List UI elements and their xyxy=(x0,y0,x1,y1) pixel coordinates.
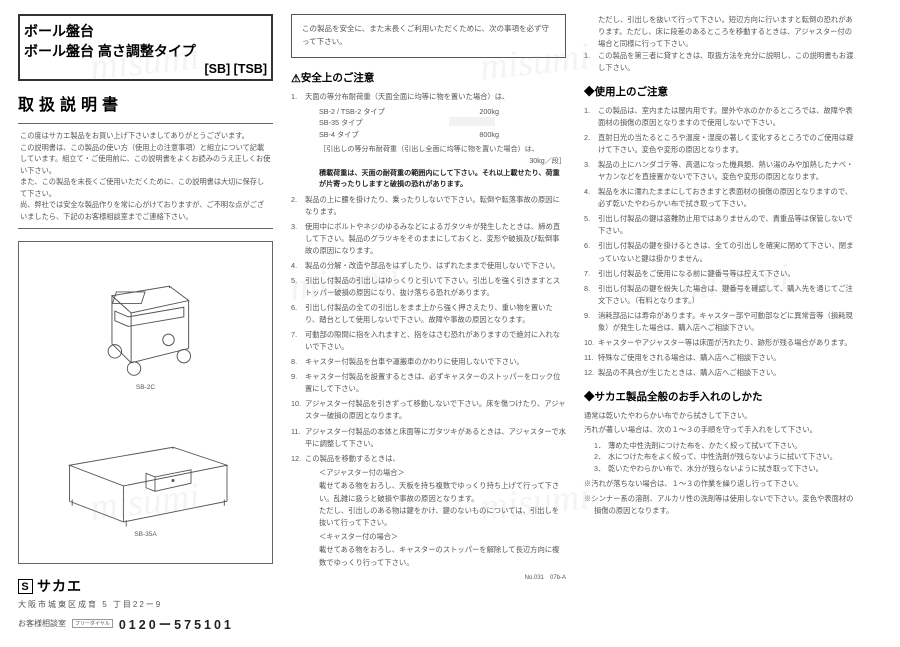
contact-label: お客様相談室 xyxy=(18,618,66,629)
figure-sb2c xyxy=(88,267,203,382)
freedial-label: フリーダイヤル xyxy=(72,619,113,628)
safety-list-cont: この製品を第三者に貸すときは、取扱方法を充分に説明し、この説明書もお渡し下さい。 xyxy=(584,50,859,74)
usage-list: この製品は、室内または屋内用です。屋外や水のかかるところでは、故障や表面材の損傷… xyxy=(584,105,859,379)
usage-item: 引出し付製品の鍵は盗難防止用ではありませんので、貴重品等は保管しないで下さい。 xyxy=(584,213,859,237)
usage-item: 製品の不具合が生じたときは、購入店へご相談下さい。 xyxy=(584,367,859,379)
title-models: [SB] [TSB] xyxy=(24,62,267,76)
doc-number: No.031 07b-A xyxy=(291,572,566,581)
heading-safety: ⚠安全上のご注意 xyxy=(291,70,566,85)
brand-name: Sサカエ xyxy=(18,576,273,596)
usage-item: 直射日光の当たるところや温度・湿度の著しく変化するところでのご使用は避けて下さい… xyxy=(584,132,859,156)
safety-item: 使用中にボルトやネジのゆるみなどによるガタツキが発生したときは、締め直して下さい… xyxy=(291,221,566,257)
usage-item: 製品の上にハンダゴテ等、高温になった機具類、熱い湯のみや加熱したナベ・ヤカンなど… xyxy=(584,159,859,183)
usage-item: 引出し付製品をご使用になる前に鍵番号等は控えて下さい。 xyxy=(584,268,859,280)
safety-item: 引出し付製品の全ての引出しをまま上から強く押さえたり、重い物を置いたり、踏台とし… xyxy=(291,302,566,326)
safety-item: アジャスター付製品の本体と床面等にガタツキがあるときは、アジャスターで水平に調整… xyxy=(291,426,566,450)
usage-item: この製品は、室内または屋内用です。屋外や水のかかるところでは、故障や表面材の損傷… xyxy=(584,105,859,129)
figure-2-label: SB-35A xyxy=(56,531,236,538)
usage-item: キャスターやアジャスター等は床面が汚れたり、跡形が残る場合があります。 xyxy=(584,337,859,349)
usage-item: 製品を水に濡れたままにしておきますと表面材の損傷の原因となりますので、必ず乾いた… xyxy=(584,186,859,210)
maker-address: 大阪市城東区成育 5 丁目22ー9 xyxy=(18,599,273,610)
safety-item: アジャスター付製品を引きずって移動しないで下さい。床を傷つけたり、アジャスター破… xyxy=(291,398,566,422)
product-title-box: ボール盤台 ボール盤台 高さ調整タイプ [SB] [TSB] xyxy=(18,14,273,81)
usage-item: 消耗部品には寿命があります。キャスター部や可動部などに異常音等（損耗現象）が発生… xyxy=(584,310,859,334)
maintenance-steps: 薄めた中性洗剤につけた布を、かたく絞って拭いて下さい。 水につけた布をよく絞って… xyxy=(594,440,859,476)
contact-line: お客様相談室 フリーダイヤル 0120ー575101 xyxy=(18,614,273,633)
middle-column: この製品を安全に、また末長くご利用いただくために、次の事項を必ず守って下さい。 … xyxy=(291,14,566,633)
phone-number: 0120ー575101 xyxy=(119,614,234,633)
heading-usage: ◆使用上のご注意 xyxy=(584,84,859,99)
intro-text: この度はサカエ製品をお買い上げ下さいましてありがとうございます。 この説明書は、… xyxy=(18,123,273,229)
maintenance-body: 通常は乾いたやわらかい布でから拭きして下さい。 汚れが著しい場合は、次の１～３の… xyxy=(584,410,859,518)
load-table: SB-2 / TSB-2 タイプ200kg SB-35 タイプ SB-4 タイプ… xyxy=(319,106,566,142)
manual-heading: 取扱説明書 xyxy=(18,91,273,115)
safety-item: キャスター付製品を台車や運搬車のかわりに使用しないで下さい。 xyxy=(291,356,566,368)
usage-item: 特殊なご使用をされる場合は、購入店へご相談下さい。 xyxy=(584,352,859,364)
figure-sb35a xyxy=(56,424,236,529)
usage-item: 引出し付製品の鍵を紛失した場合は、鍵番号を確認して、購入先を通じてご注文下さい。… xyxy=(584,283,859,307)
maker-block: Sサカエ 大阪市城東区成育 5 丁目22ー9 お客様相談室 フリーダイヤル 01… xyxy=(18,574,273,633)
warning-triangle-icon: ⚠ xyxy=(291,73,301,85)
safety-item: 可動部の隙間に指を入れますと、指をはさむ恐れがありますので絶対に入れないで下さい… xyxy=(291,329,566,353)
notice-box: この製品を安全に、また末長くご利用いただくために、次の事項を必ず守って下さい。 xyxy=(291,14,566,58)
redacted-value xyxy=(449,117,495,126)
figure-1-label: SB-2C xyxy=(88,384,203,391)
safety-item: 製品の上に腰を掛けたり、乗ったりしないで下さい。転倒や転落事故の原因になります。 xyxy=(291,194,566,218)
product-illustrations: SB-2C SB-35A xyxy=(18,241,273,564)
item12-continued: ただし、引出しを抜いて行って下さい。短辺方向に行いますと転倒の恐れがあります。た… xyxy=(584,14,859,50)
heading-maintenance: ◆サカエ製品全般のお手入れのしかた xyxy=(584,389,859,404)
safety-item: この製品を第三者に貸すときは、取扱方法を充分に説明し、この説明書もお渡し下さい。 xyxy=(584,50,859,74)
brand-logo-icon: S xyxy=(18,579,33,594)
right-column: ただし、引出しを抜いて行って下さい。短辺方向に行いますと転倒の恐れがあります。た… xyxy=(584,14,859,633)
title-line-1: ボール盤台 xyxy=(24,22,267,42)
safety-item: キャスター付製品を設置するときは、必ずキャスターのストッパーをロック位置にして下… xyxy=(291,371,566,395)
safety-list: 天面の等分布耐荷重（天面全面に均等に物を置いた場合）は、 SB-2 / TSB-… xyxy=(291,91,566,569)
usage-item: 引出し付製品の鍵を掛けるときは、全ての引出しを確実に閉めて下さい、閉まっていない… xyxy=(584,240,859,264)
safety-item-12: この製品を移動するときは、 ＜アジャスター付の場合＞ 載せてある物をおろし、天板… xyxy=(291,453,566,569)
safety-item-1: 天面の等分布耐荷重（天面全面に均等に物を置いた場合）は、 SB-2 / TSB-… xyxy=(291,91,566,191)
safety-item: 製品の分解・改造や部品をはずしたり、はずれたままで使用しないで下さい。 xyxy=(291,260,566,272)
safety-item: 引出し付製品の引出しはゆっくりと引いて下さい。引出しを強く引きますとストッパー破… xyxy=(291,275,566,299)
left-column: ボール盤台 ボール盤台 高さ調整タイプ [SB] [TSB] 取扱説明書 この度… xyxy=(18,14,273,633)
title-line-2: ボール盤台 高さ調整タイプ xyxy=(24,42,267,62)
